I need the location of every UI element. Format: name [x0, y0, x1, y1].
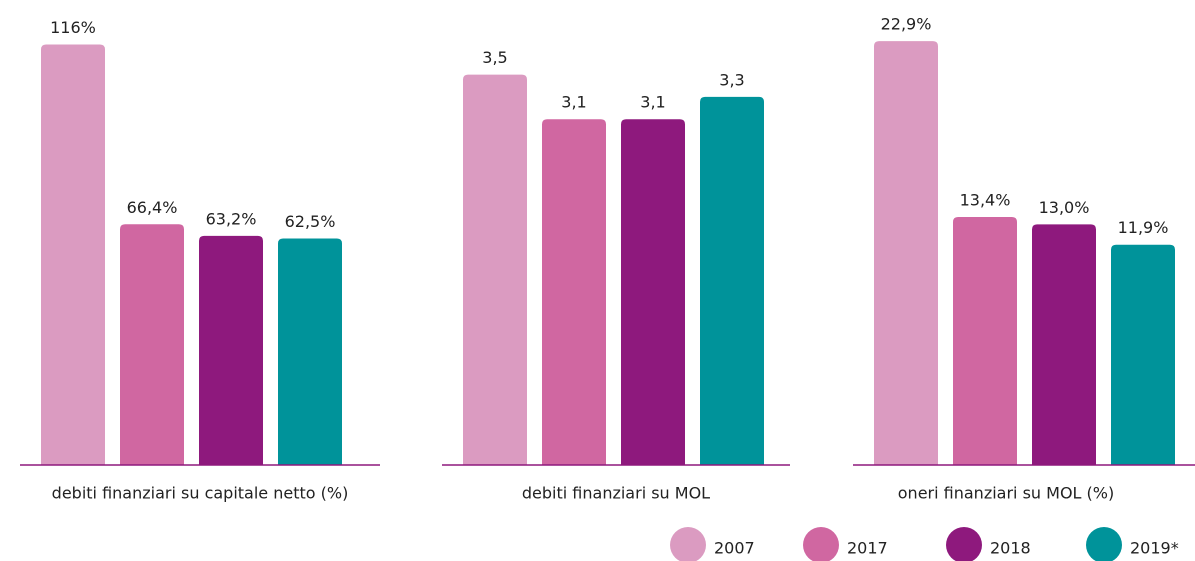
bar: [278, 238, 342, 465]
value-label: 3,1: [561, 93, 586, 112]
value-label: 22,9%: [881, 15, 932, 34]
value-label: 63,2%: [206, 209, 257, 228]
value-label: 116%: [50, 18, 96, 37]
value-label: 11,9%: [1118, 218, 1169, 237]
value-label: 66,4%: [127, 198, 178, 217]
value-label: 3,1: [640, 93, 665, 112]
x-axis-label: debiti finanziari su capitale netto (%): [52, 484, 349, 503]
value-label: 13,4%: [960, 190, 1011, 209]
bar: [953, 216, 1017, 465]
legend-label: 2019*: [1130, 539, 1179, 558]
bar: [120, 224, 184, 465]
bar: [463, 74, 527, 465]
value-label: 3,5: [482, 48, 507, 67]
value-label: 62,5%: [285, 212, 336, 231]
bar: [874, 41, 938, 465]
value-label: 3,3: [719, 70, 744, 89]
legend-label: 2018: [990, 539, 1031, 558]
bar: [621, 119, 685, 465]
legend-swatch: [670, 527, 706, 561]
bar: [199, 235, 263, 465]
legend-swatch: [803, 527, 839, 561]
bar: [542, 119, 606, 465]
bar: [700, 96, 764, 465]
value-label: 13,0%: [1039, 198, 1090, 217]
x-axis-label: debiti finanziari su MOL: [522, 484, 710, 503]
legend-label: 2017: [847, 539, 888, 558]
x-axis-label: oneri finanziari su MOL (%): [898, 484, 1114, 503]
legend-label: 2007: [714, 539, 755, 558]
bar: [1032, 224, 1096, 465]
bar: [1111, 244, 1175, 465]
legend-swatch: [1086, 527, 1122, 561]
legend-swatch: [946, 527, 982, 561]
bar: [41, 44, 105, 465]
